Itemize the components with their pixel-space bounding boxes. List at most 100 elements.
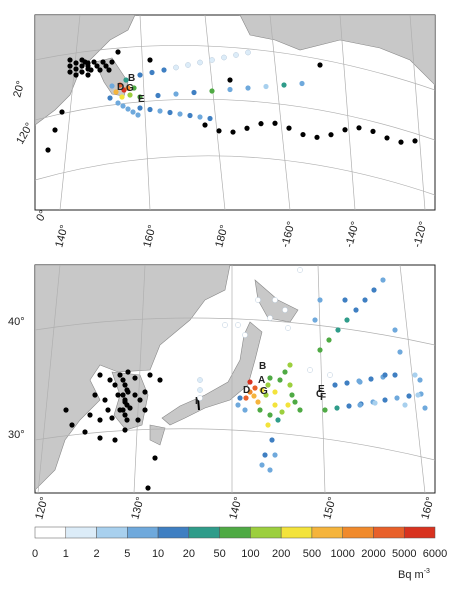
sample-dot — [342, 297, 348, 303]
sample-dot — [173, 91, 179, 97]
station-label: C — [316, 389, 323, 400]
colorbar-label: 200 — [272, 548, 290, 560]
sample-dot — [122, 427, 128, 433]
sample-dot — [147, 106, 153, 113]
sample-dot — [371, 287, 377, 293]
lon-label: -120° — [411, 220, 429, 249]
sample-dot — [124, 417, 130, 423]
colorbar-label: 100 — [241, 548, 259, 560]
sample-dot — [297, 407, 303, 413]
colorbar-swatch — [280, 526, 313, 539]
sample-dot — [317, 297, 323, 303]
sample-dot — [121, 87, 127, 93]
sample-dot — [267, 467, 273, 473]
sample-dot — [237, 395, 243, 401]
colorbar-label: 500 — [303, 548, 321, 560]
sample-dot — [277, 377, 283, 383]
station-label: B — [259, 361, 266, 372]
sample-dot — [255, 399, 261, 405]
sample-dot — [251, 393, 257, 399]
sample-dot — [202, 122, 208, 128]
sample-dot — [362, 297, 368, 303]
lon-label: 130° — [129, 496, 146, 521]
sample-dot — [314, 134, 320, 140]
station-label: G — [260, 386, 268, 397]
sample-dot — [235, 322, 241, 328]
sample-dot — [227, 77, 233, 83]
sample-dot — [297, 267, 303, 273]
sample-dot — [131, 85, 137, 91]
sample-dot — [299, 80, 305, 87]
sample-dot — [109, 59, 115, 65]
sample-dot — [105, 407, 111, 413]
sample-dot — [73, 72, 79, 78]
sample-dot — [272, 452, 278, 458]
sample-dot — [152, 455, 158, 461]
sample-dot — [197, 395, 203, 401]
unit-label: Bq m-3 — [398, 568, 430, 581]
land — [149, 424, 166, 446]
sample-dot — [282, 307, 288, 313]
sample-dot — [307, 367, 313, 373]
station-label: E — [318, 384, 325, 395]
top-map: B D G E 20° 120° 0° 140° 160° 180° -160° -14… — [11, 14, 436, 249]
sample-dot — [209, 57, 215, 63]
sample-dot — [147, 57, 153, 63]
station-label: E — [138, 94, 145, 105]
sample-dot — [412, 372, 418, 378]
sample-dot — [157, 377, 163, 383]
colorbar-label: 50 — [213, 548, 225, 560]
sample-dot — [103, 63, 109, 69]
sample-dot — [317, 62, 323, 68]
station-label: D — [117, 82, 124, 93]
sample-dot — [125, 85, 131, 91]
colorbar-swatch — [96, 526, 128, 539]
sample-dot — [91, 59, 97, 65]
sample-dot — [267, 412, 273, 418]
station-label: B — [128, 73, 135, 84]
sample-dot — [122, 412, 128, 418]
sample-dot — [85, 72, 91, 78]
sample-dot — [267, 315, 273, 321]
sample-dot — [242, 332, 248, 338]
colorbar-label: 1000 — [330, 548, 354, 560]
sample-dot — [394, 395, 400, 401]
sample-dot — [312, 317, 318, 323]
sample-dot — [230, 129, 236, 135]
sample-dot — [415, 392, 421, 398]
sample-dot — [398, 139, 404, 145]
lon-label: 180° — [213, 224, 230, 249]
sample-dot — [255, 297, 261, 303]
station-label: F — [320, 392, 326, 403]
sample-dot — [245, 85, 251, 91]
colorbar-label: 0 — [32, 548, 38, 560]
sample-dot — [87, 412, 93, 418]
colorbar-label: 6000 — [423, 548, 447, 560]
sample-dot — [67, 57, 73, 63]
sample-dot — [279, 409, 285, 415]
sample-dot — [263, 83, 269, 90]
lon-label: 160° — [141, 224, 158, 249]
sample-dot — [335, 327, 341, 333]
sample-dot — [382, 397, 388, 403]
sample-dot — [107, 377, 113, 383]
sample-dot — [130, 109, 136, 115]
sample-dot — [197, 59, 203, 66]
sample-dot — [402, 402, 408, 408]
sample-dot — [326, 337, 332, 343]
sample-dot — [135, 112, 141, 118]
graticule — [37, 265, 426, 493]
land — [239, 15, 435, 86]
sample-dot — [157, 108, 163, 114]
land — [161, 321, 263, 426]
sample-dot — [242, 407, 248, 413]
sample-dot — [235, 402, 241, 408]
sample-dot — [286, 125, 292, 131]
sample-dot — [259, 462, 265, 468]
sample-dot — [272, 297, 278, 303]
sample-dot — [125, 106, 131, 112]
sample-dot — [353, 307, 359, 313]
sample-dot — [327, 372, 333, 378]
sample-dot — [382, 372, 388, 378]
